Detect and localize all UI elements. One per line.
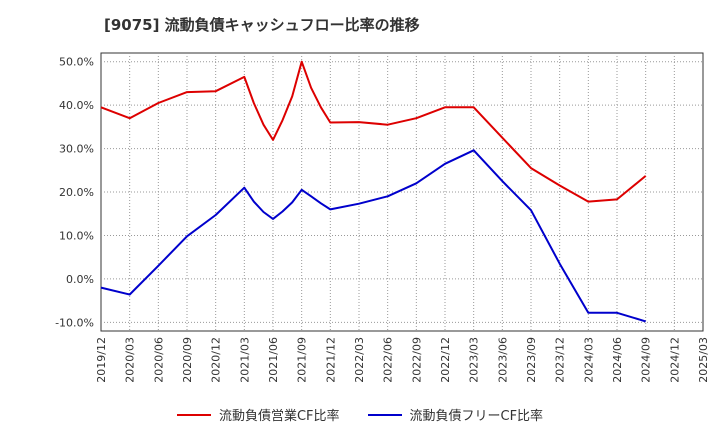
- x-tick-label: 2022/12: [439, 337, 452, 383]
- y-tick-label: 50.0%: [59, 56, 94, 69]
- x-tick-label: 2019/12: [95, 337, 108, 383]
- x-tick-label: 2024/06: [611, 337, 624, 383]
- x-tick-label: 2021/09: [296, 337, 309, 383]
- x-tick-label: 2022/06: [382, 337, 395, 383]
- x-tick-label: 2021/06: [267, 337, 280, 383]
- x-tick-label: 2023/06: [496, 337, 509, 383]
- y-tick-label: 30.0%: [59, 143, 94, 156]
- x-tick-label: 2024/09: [640, 337, 653, 383]
- y-tick-label: 0.0%: [66, 273, 94, 286]
- x-tick-label: 2020/06: [152, 337, 165, 383]
- x-tick-label: 2024/12: [668, 337, 681, 383]
- x-tick-label: 2024/03: [582, 337, 595, 383]
- chart-title: [9075] 流動負債キャッシュフロー比率の推移: [104, 16, 420, 34]
- y-tick-label: -10.0%: [55, 316, 94, 329]
- x-tick-label: 2023/09: [525, 337, 538, 383]
- series-line-1: [100, 60, 647, 203]
- legend-label: 流動負債フリーCF比率: [409, 409, 544, 424]
- x-tick-label: 2021/03: [238, 337, 251, 383]
- y-tick-label: 40.0%: [59, 99, 94, 112]
- x-tick-label: 2023/12: [554, 337, 567, 383]
- legend-label: 流動負債営業CF比率: [218, 409, 340, 424]
- x-tick-label: 2022/09: [410, 337, 423, 383]
- x-tick-label: 2020/03: [124, 337, 137, 383]
- y-tick-label: 10.0%: [59, 229, 94, 242]
- legend-item-1: 流動負債営業CF比率: [176, 405, 340, 424]
- x-tick-label: 2025/03: [697, 337, 710, 383]
- x-tick-label: 2020/12: [210, 337, 223, 383]
- x-tick-label: 2020/09: [181, 337, 194, 383]
- x-tick-label: 2022/03: [353, 337, 366, 383]
- legend-swatch: [367, 413, 402, 416]
- x-tick-label: 2023/03: [468, 337, 481, 383]
- legend-swatch: [176, 413, 211, 416]
- chart-legend: 流動負債営業CF比率 流動負債フリーCF比率: [0, 405, 720, 424]
- legend-item-2: 流動負債フリーCF比率: [367, 405, 544, 424]
- x-tick-label: 2021/12: [324, 337, 337, 383]
- series-line-2: [100, 149, 646, 323]
- y-tick-label: 20.0%: [59, 186, 94, 199]
